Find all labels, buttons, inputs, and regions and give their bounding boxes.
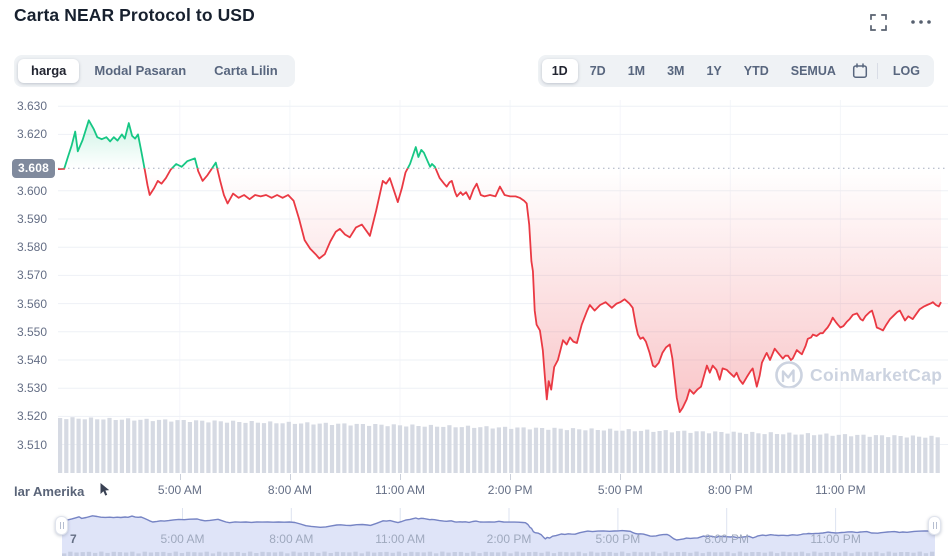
current-price-badge: 3.608 [12, 159, 56, 178]
range-ytd[interactable]: YTD [734, 59, 779, 83]
x-axis-label: 11:00 PM [815, 483, 866, 497]
cursor-icon [100, 483, 110, 496]
ellipsis-icon [911, 20, 931, 24]
more-options-button[interactable] [906, 13, 936, 31]
axis-note: lar Amerika [14, 484, 84, 499]
navigator-line [61, 515, 936, 541]
range-semua[interactable]: SEMUA [781, 59, 846, 83]
volume-bars [58, 417, 940, 473]
navigator-volume-bars [62, 551, 935, 556]
chart-type-tabs: harga Modal Pasaran Carta Lilin [14, 55, 295, 87]
range-3m[interactable]: 3M [657, 59, 694, 83]
price-area [58, 120, 941, 413]
watermark-text: CoinMarketCap [810, 365, 942, 385]
range-1y[interactable]: 1Y [696, 59, 731, 83]
fullscreen-icon [869, 13, 887, 31]
calendar-button[interactable] [848, 59, 872, 83]
tab-carta-lilin[interactable]: Carta Lilin [201, 59, 291, 83]
navigator-chart[interactable] [0, 508, 948, 556]
coinmarketcap-logo-icon [775, 361, 803, 389]
price-line [57, 119, 942, 413]
fullscreen-button[interactable] [868, 12, 888, 32]
x-axis-label: 8:00 AM [267, 483, 312, 497]
page-title: Carta NEAR Protocol to USD [14, 5, 255, 25]
range-7d[interactable]: 7D [580, 59, 616, 83]
log-scale-toggle[interactable]: LOG [883, 59, 930, 83]
calendar-icon [852, 63, 867, 78]
range-1m[interactable]: 1M [618, 59, 655, 83]
grip-icon [932, 522, 934, 529]
time-range-selector: 1D 7D 1M 3M 1Y YTD SEMUA LOG [537, 55, 934, 87]
range-1d[interactable]: 1D [541, 59, 578, 83]
navigator-right-handle[interactable] [928, 516, 941, 535]
navigator-date-label: 7 [70, 532, 77, 546]
navigator[interactable]: 5:00 AM 8:00 AM 11:00 AM 2:00 PM 5:00 PM 8:00… [0, 508, 948, 556]
grip-icon [935, 522, 937, 529]
grip-icon [59, 522, 61, 529]
x-axis-label: 8:00 PM [707, 483, 753, 497]
x-axis-label: 2:00 PM [487, 483, 533, 497]
tab-harga[interactable]: harga [18, 59, 80, 83]
navigator-area [62, 515, 935, 556]
grip-icon [62, 522, 64, 529]
x-axis-label: 11:00 AM [375, 483, 425, 497]
navigator-left-handle[interactable] [55, 516, 68, 535]
divider [876, 63, 878, 79]
tab-modal-pasaran[interactable]: Modal Pasaran [81, 59, 199, 83]
price-chart[interactable] [0, 100, 948, 475]
x-axis-label: 5:00 AM [157, 483, 202, 497]
x-axis-label: 5:00 PM [597, 483, 643, 497]
watermark: CoinMarketCap [775, 361, 942, 389]
axis-note-text: lar Amerika [14, 484, 85, 499]
